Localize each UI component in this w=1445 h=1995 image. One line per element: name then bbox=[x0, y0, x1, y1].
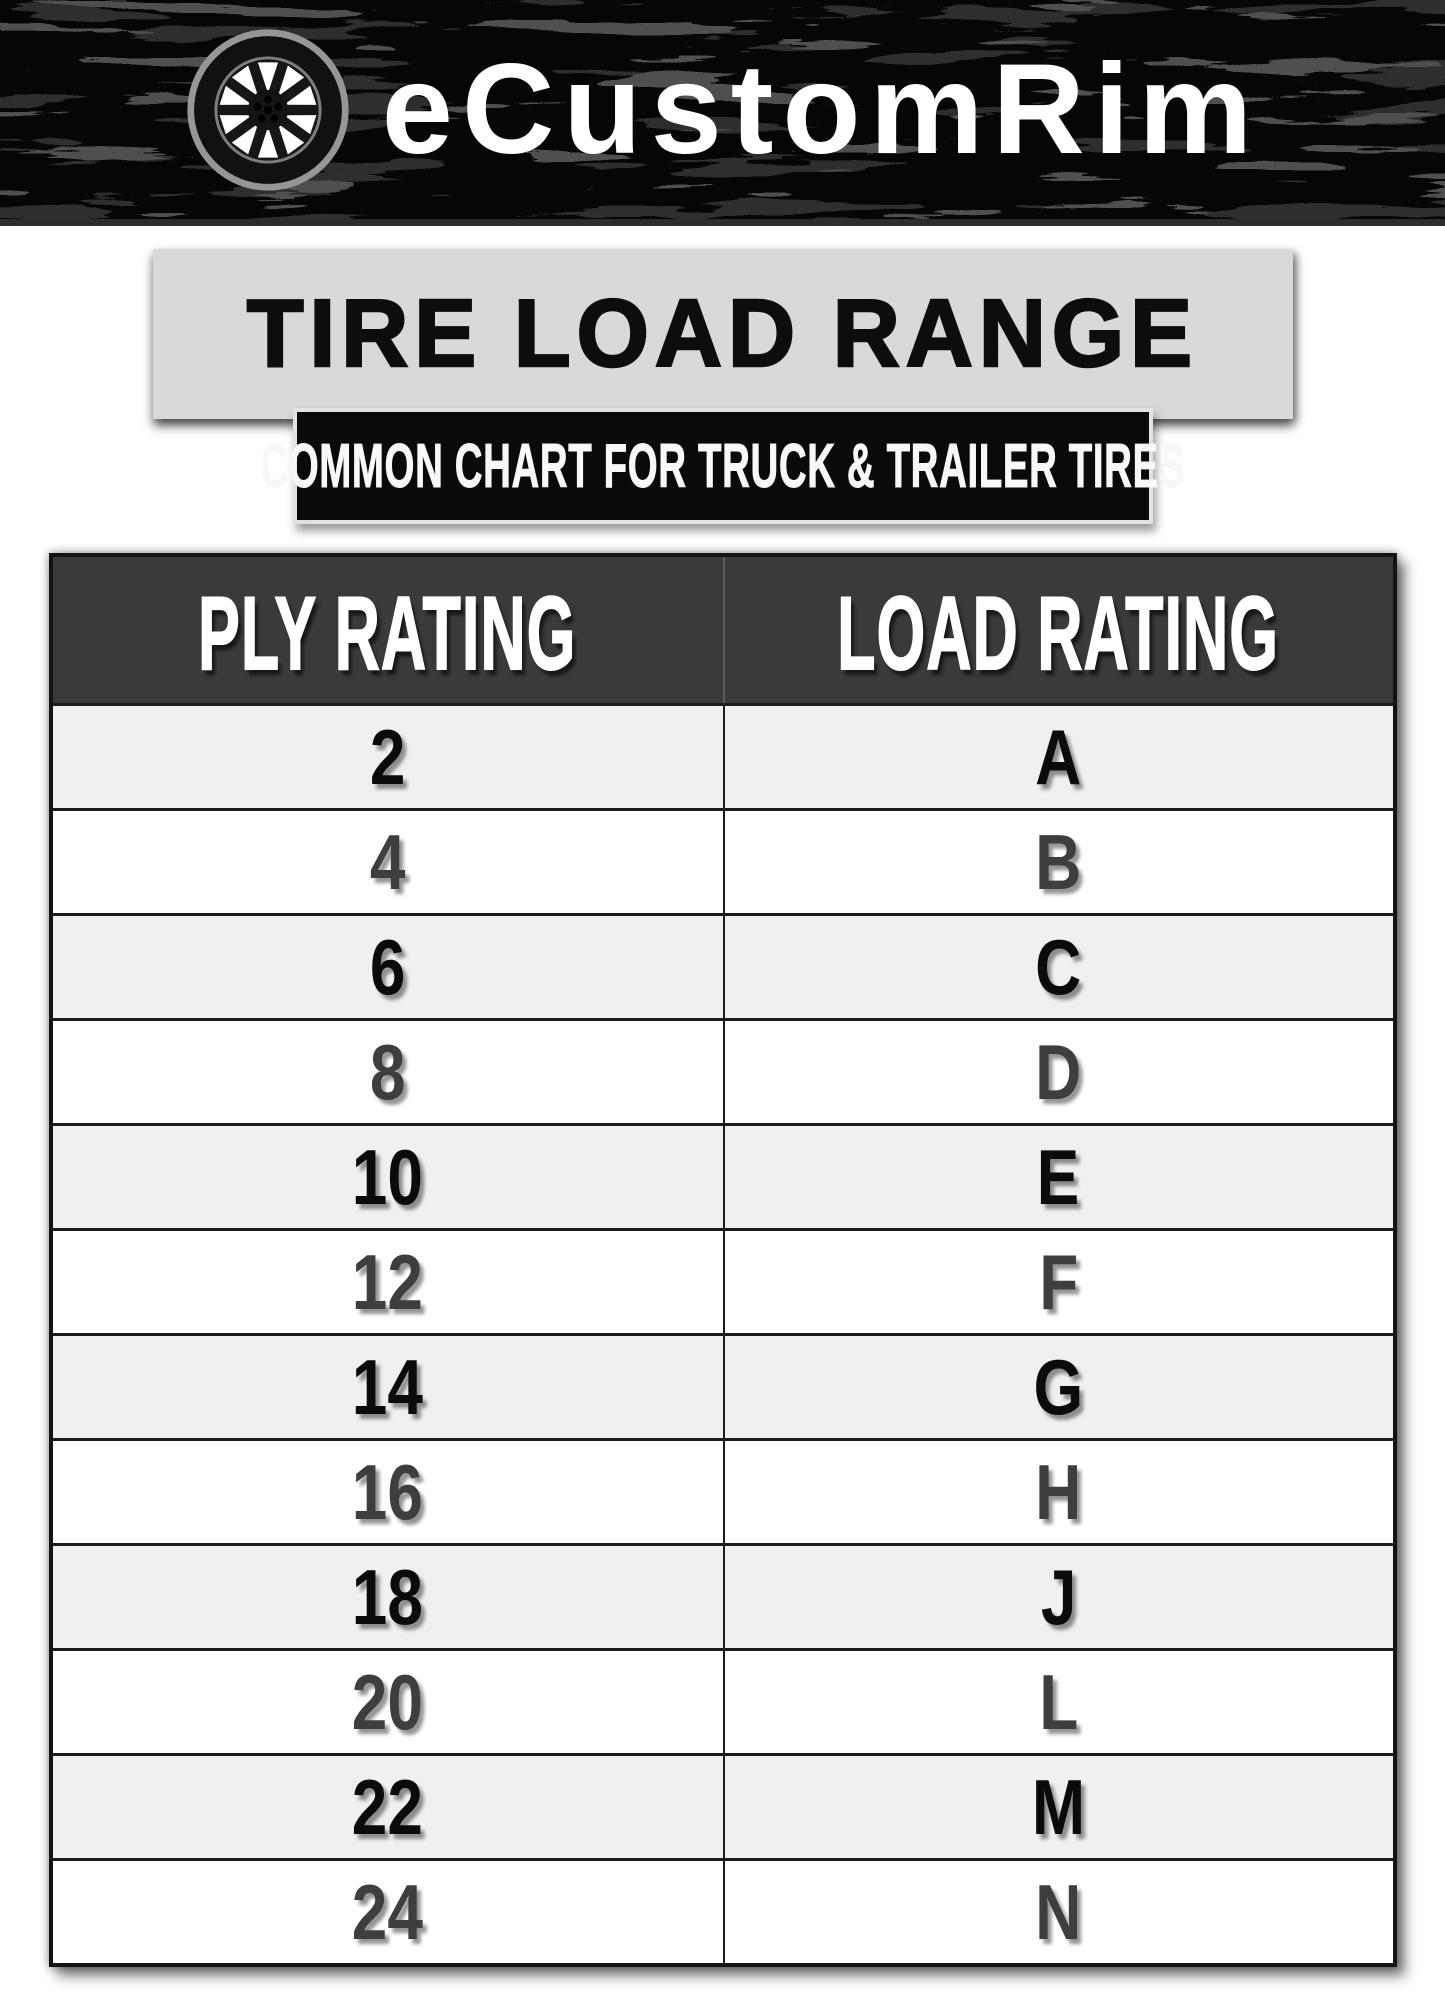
ply-cell: 18 bbox=[53, 1546, 723, 1648]
ply-value: 4 bbox=[369, 818, 406, 906]
table-row: 20 L bbox=[52, 1648, 1393, 1753]
load-value: N bbox=[1035, 1868, 1082, 1956]
load-cell: J bbox=[722, 1546, 1393, 1648]
load-cell: G bbox=[722, 1336, 1393, 1438]
table-row: 12 F bbox=[52, 1228, 1393, 1333]
load-cell: B bbox=[722, 811, 1393, 913]
ply-cell: 6 bbox=[53, 916, 723, 1018]
load-value: J bbox=[1040, 1553, 1077, 1641]
table-row: 16 H bbox=[52, 1438, 1393, 1543]
load-cell: D bbox=[722, 1021, 1393, 1123]
ply-cell: 24 bbox=[53, 1861, 723, 1963]
ply-cell: 14 bbox=[53, 1336, 723, 1438]
load-value: D bbox=[1035, 1028, 1082, 1116]
load-cell: N bbox=[722, 1861, 1393, 1963]
load-cell: A bbox=[722, 706, 1393, 808]
table-header-row: PLY RATING LOAD RATING bbox=[52, 557, 1393, 703]
tire-wheel-icon bbox=[187, 28, 349, 191]
title-box: TIRE LOAD RANGE bbox=[152, 249, 1293, 419]
table-row: 10 E bbox=[52, 1123, 1393, 1228]
ply-value: 14 bbox=[351, 1343, 424, 1431]
load-cell: M bbox=[722, 1756, 1393, 1858]
table-row: 24 N bbox=[52, 1858, 1393, 1963]
ply-cell: 10 bbox=[53, 1126, 723, 1228]
table-row: 14 G bbox=[52, 1333, 1393, 1438]
load-range-table: PLY RATING LOAD RATING 2 A 4 B 6 C 8 D 1… bbox=[48, 553, 1397, 1967]
load-cell: L bbox=[722, 1651, 1393, 1753]
table-row: 4 B bbox=[52, 808, 1393, 913]
ply-cell: 16 bbox=[53, 1441, 723, 1543]
load-cell: F bbox=[722, 1231, 1393, 1333]
ply-value: 20 bbox=[351, 1658, 424, 1746]
ply-value: 8 bbox=[369, 1028, 406, 1116]
load-value: E bbox=[1037, 1133, 1080, 1221]
ply-cell: 20 bbox=[53, 1651, 723, 1753]
header-band: eCustomRim bbox=[0, 0, 1445, 226]
page-subtitle: COMMON CHART FOR TRUCK & TRAILER TIRES bbox=[260, 431, 1185, 501]
load-value: G bbox=[1033, 1343, 1084, 1431]
ply-cell: 22 bbox=[53, 1756, 723, 1858]
ply-value: 2 bbox=[369, 713, 406, 801]
ply-cell: 4 bbox=[53, 811, 723, 913]
table-row: 18 J bbox=[52, 1543, 1393, 1648]
header-content: eCustomRim bbox=[0, 0, 1445, 219]
ply-cell: 8 bbox=[53, 1021, 723, 1123]
load-value: B bbox=[1035, 818, 1082, 906]
ply-value: 10 bbox=[351, 1133, 424, 1221]
ply-cell: 12 bbox=[53, 1231, 723, 1333]
ply-value: 12 bbox=[351, 1238, 424, 1326]
column-header-ply-label: PLY RATING bbox=[198, 575, 577, 693]
table-row: 2 A bbox=[52, 703, 1393, 808]
column-header-load-label: LOAD RATING bbox=[837, 575, 1280, 693]
table-row: 6 C bbox=[52, 913, 1393, 1018]
brand-name: eCustomRim bbox=[381, 37, 1262, 181]
load-value: H bbox=[1035, 1448, 1082, 1536]
table-row: 8 D bbox=[52, 1018, 1393, 1123]
load-value: M bbox=[1031, 1763, 1086, 1851]
ply-value: 6 bbox=[369, 923, 406, 1011]
ply-value: 18 bbox=[351, 1553, 424, 1641]
column-header-ply: PLY RATING bbox=[53, 557, 723, 703]
load-value: F bbox=[1038, 1238, 1079, 1326]
load-value: C bbox=[1035, 923, 1082, 1011]
load-cell: C bbox=[722, 916, 1393, 1018]
column-header-load: LOAD RATING bbox=[722, 557, 1393, 703]
ply-cell: 2 bbox=[53, 706, 723, 808]
page-title: TIRE LOAD RANGE bbox=[246, 279, 1199, 389]
table-row: 22 M bbox=[52, 1753, 1393, 1858]
ply-value: 22 bbox=[351, 1763, 424, 1851]
subtitle-banner: COMMON CHART FOR TRUCK & TRAILER TIRES bbox=[260, 408, 1185, 524]
ply-value: 24 bbox=[351, 1868, 424, 1956]
load-value: L bbox=[1038, 1658, 1079, 1746]
load-cell: E bbox=[722, 1126, 1393, 1228]
load-value: A bbox=[1035, 713, 1082, 801]
load-cell: H bbox=[722, 1441, 1393, 1543]
ply-value: 16 bbox=[351, 1448, 424, 1536]
